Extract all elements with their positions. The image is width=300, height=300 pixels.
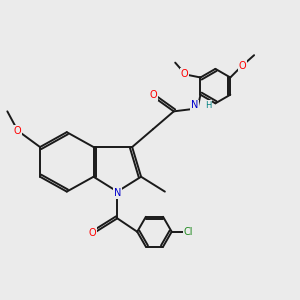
Text: N: N	[114, 188, 121, 198]
Text: O: O	[149, 90, 157, 100]
Text: O: O	[14, 126, 22, 136]
Text: O: O	[238, 61, 246, 70]
Text: H: H	[205, 101, 211, 110]
Text: O: O	[88, 228, 96, 238]
Text: Cl: Cl	[183, 227, 193, 237]
Text: N: N	[191, 100, 198, 110]
Text: O: O	[180, 69, 188, 79]
